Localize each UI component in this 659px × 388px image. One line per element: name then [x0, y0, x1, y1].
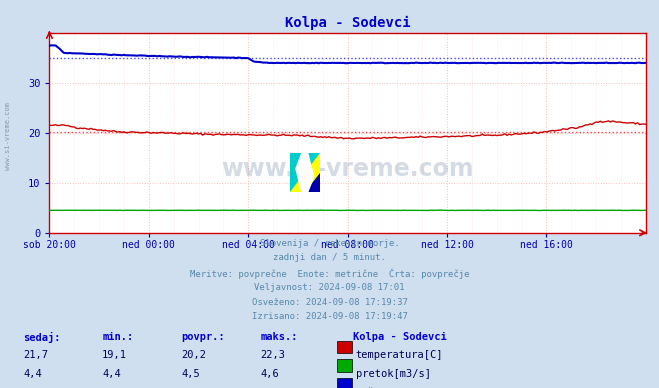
Text: www.si-vreme.com: www.si-vreme.com	[5, 102, 11, 170]
Text: 4,4: 4,4	[23, 369, 42, 379]
Text: Veljavnost: 2024-09-08 17:01: Veljavnost: 2024-09-08 17:01	[254, 283, 405, 292]
Text: maks.:: maks.:	[260, 332, 298, 342]
Text: Kolpa - Sodevci: Kolpa - Sodevci	[353, 332, 446, 342]
Title: Kolpa - Sodevci: Kolpa - Sodevci	[285, 16, 411, 30]
Polygon shape	[290, 153, 320, 192]
Text: povpr.:: povpr.:	[181, 332, 225, 342]
Text: Slovenija / reke in morje.: Slovenija / reke in morje.	[260, 239, 399, 248]
Polygon shape	[296, 153, 314, 192]
Text: sedaj:: sedaj:	[23, 332, 61, 343]
Text: 4,4: 4,4	[102, 369, 121, 379]
Text: pretok[m3/s]: pretok[m3/s]	[356, 369, 431, 379]
Text: Meritve: povprečne  Enote: metrične  Črta: povprečje: Meritve: povprečne Enote: metrične Črta:…	[190, 268, 469, 279]
Text: 20,2: 20,2	[181, 350, 206, 360]
Polygon shape	[290, 153, 320, 192]
Text: 4,6: 4,6	[260, 369, 279, 379]
Text: Osveženo: 2024-09-08 17:19:37: Osveženo: 2024-09-08 17:19:37	[252, 298, 407, 307]
Text: 19,1: 19,1	[102, 350, 127, 360]
Text: Izrisano: 2024-09-08 17:19:47: Izrisano: 2024-09-08 17:19:47	[252, 312, 407, 321]
Text: www.si-vreme.com: www.si-vreme.com	[221, 157, 474, 181]
Text: 22,3: 22,3	[260, 350, 285, 360]
Text: 4,5: 4,5	[181, 369, 200, 379]
Polygon shape	[304, 173, 320, 192]
Text: 21,7: 21,7	[23, 350, 48, 360]
Text: zadnji dan / 5 minut.: zadnji dan / 5 minut.	[273, 253, 386, 262]
Text: temperatura[C]: temperatura[C]	[356, 350, 444, 360]
Text: min.:: min.:	[102, 332, 133, 342]
